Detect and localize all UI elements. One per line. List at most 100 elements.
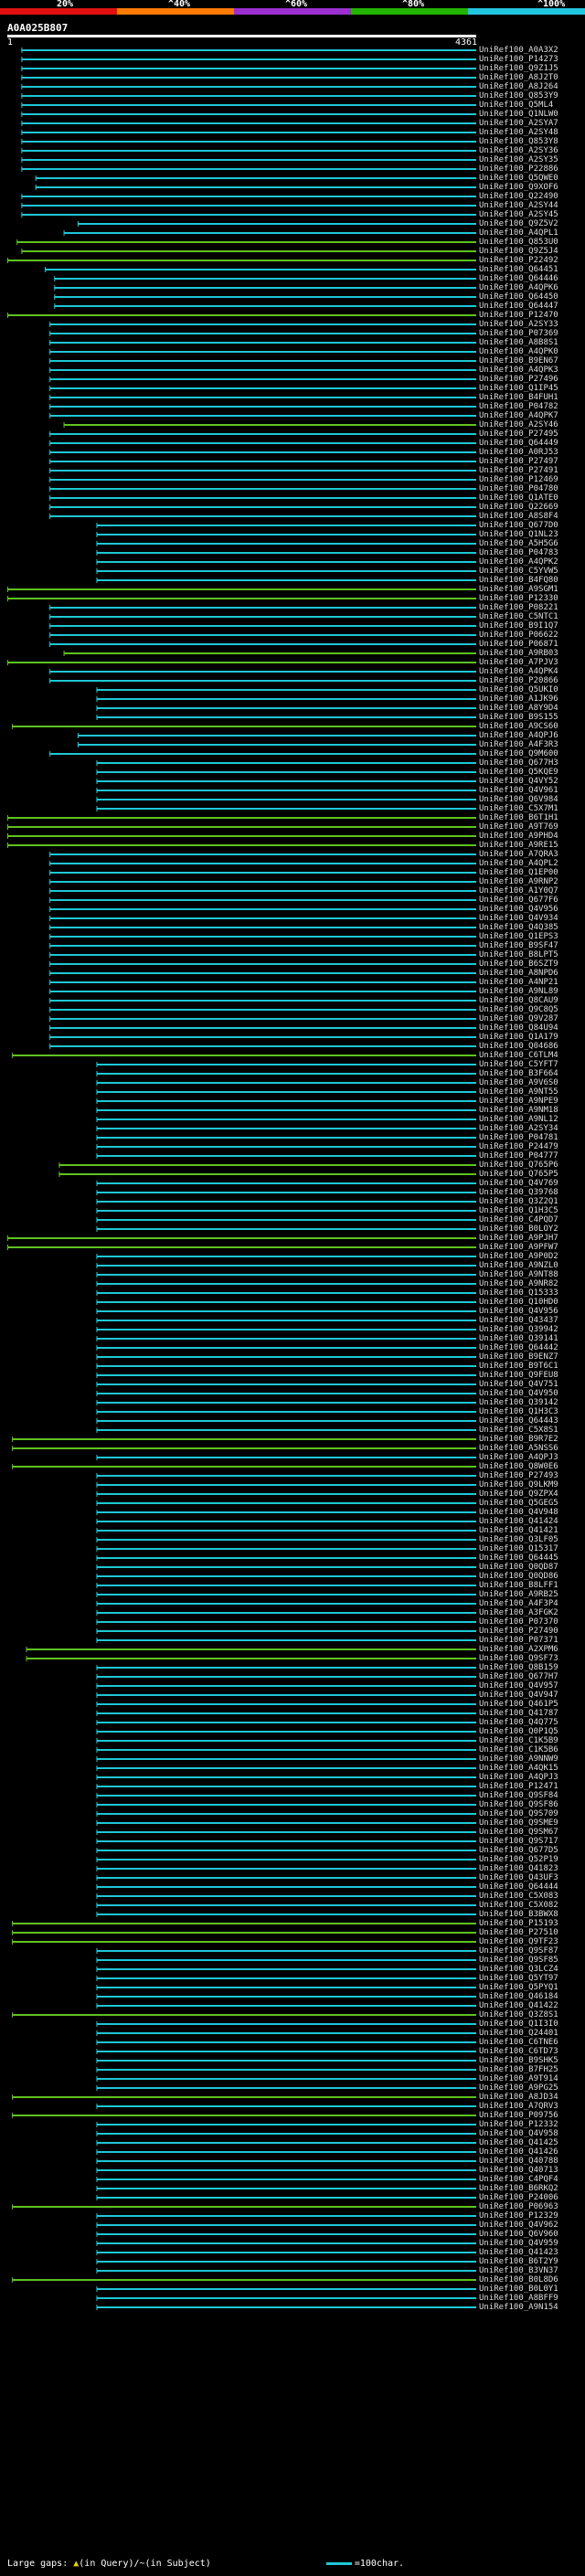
hit-id-link[interactable]: UniRef100_P04781	[479, 1133, 558, 1142]
hit-row[interactable]: UniRef100_P07371	[0, 1636, 585, 1645]
hit-row[interactable]: UniRef100_Q1H3C3	[0, 1407, 585, 1416]
hit-id-link[interactable]: UniRef100_Q41823	[479, 1864, 558, 1873]
hit-row[interactable]: UniRef100_P14273	[0, 55, 585, 64]
hit-row[interactable]: UniRef100_Q64445	[0, 1553, 585, 1563]
hit-id-link[interactable]: UniRef100_B8LFF1	[479, 1581, 558, 1590]
hit-id-link[interactable]: UniRef100_Q3Z8S1	[479, 2010, 558, 2019]
hit-id-link[interactable]: UniRef100_Q9SF84	[479, 1791, 558, 1800]
hit-id-link[interactable]: UniRef100_A0RJ53	[479, 448, 558, 457]
hit-row[interactable]: UniRef100_Q1A179	[0, 1033, 585, 1042]
hit-id-link[interactable]: UniRef100_A4F3P4	[479, 1599, 558, 1608]
hit-id-link[interactable]: UniRef100_Q64442	[479, 1343, 558, 1352]
hit-row[interactable]: UniRef100_Q40788	[0, 2157, 585, 2166]
hit-id-link[interactable]: UniRef100_A4QPJ3	[479, 1773, 558, 1782]
hit-row[interactable]: UniRef100_Q4Q385	[0, 923, 585, 932]
hit-row[interactable]: UniRef100_Q4Q775	[0, 1718, 585, 1727]
hit-id-link[interactable]: UniRef100_P12329	[479, 2211, 558, 2221]
hit-row[interactable]: UniRef100_Q3LCZ4	[0, 1965, 585, 1974]
hit-id-link[interactable]: UniRef100_A1Y0Q7	[479, 886, 558, 896]
hit-id-link[interactable]: UniRef100_Q9LKM9	[479, 1480, 558, 1489]
hit-row[interactable]: UniRef100_P09756	[0, 2111, 585, 2120]
hit-row[interactable]: UniRef100_Q0QD86	[0, 1572, 585, 1581]
hit-id-link[interactable]: UniRef100_Q6V984	[479, 795, 558, 804]
hit-row[interactable]: UniRef100_B9I1Q7	[0, 621, 585, 631]
hit-row[interactable]: UniRef100_A2SY36	[0, 146, 585, 155]
hit-row[interactable]: UniRef100_Q1H3C5	[0, 1206, 585, 1215]
hit-id-link[interactable]: UniRef100_C1K5B6	[479, 1745, 558, 1754]
hit-id-link[interactable]: UniRef100_P04783	[479, 548, 558, 557]
hit-id-link[interactable]: UniRef100_A2SY36	[479, 146, 558, 155]
hit-id-link[interactable]: UniRef100_B0L0Y1	[479, 2284, 558, 2294]
hit-row[interactable]: UniRef100_A8Y9D4	[0, 704, 585, 713]
hit-row[interactable]: UniRef100_P08221	[0, 603, 585, 612]
hit-row[interactable]: UniRef100_P12470	[0, 311, 585, 320]
hit-row[interactable]: UniRef100_P27497	[0, 457, 585, 466]
hit-row[interactable]: UniRef100_Q1EP00	[0, 868, 585, 877]
hit-row[interactable]: UniRef100_Q5ML4	[0, 101, 585, 110]
hit-row[interactable]: UniRef100_A8JD34	[0, 2093, 585, 2102]
hit-id-link[interactable]: UniRef100_A3FGK2	[479, 1608, 558, 1617]
hit-row[interactable]: UniRef100_A1Y0Q7	[0, 886, 585, 896]
hit-id-link[interactable]: UniRef100_A9NL12	[479, 1115, 558, 1124]
hit-id-link[interactable]: UniRef100_A9NM18	[479, 1106, 558, 1115]
hit-id-link[interactable]: UniRef100_Q1NL23	[479, 530, 558, 539]
hit-row[interactable]: UniRef100_P07369	[0, 329, 585, 338]
hit-id-link[interactable]: UniRef100_A9NT55	[479, 1087, 558, 1097]
hit-row[interactable]: UniRef100_A4F3R3	[0, 740, 585, 749]
hit-row[interactable]: UniRef100_C1K5B9	[0, 1736, 585, 1745]
hit-id-link[interactable]: UniRef100_Q1IP45	[479, 384, 558, 393]
hit-id-link[interactable]: UniRef100_Q0QD87	[479, 1563, 558, 1572]
hit-row[interactable]: UniRef100_P24479	[0, 1142, 585, 1151]
hit-id-link[interactable]: UniRef100_Q22490	[479, 192, 558, 201]
hit-id-link[interactable]: UniRef100_B3F664	[479, 1069, 558, 1078]
hit-row[interactable]: UniRef100_Q9SF84	[0, 1791, 585, 1800]
hit-id-link[interactable]: UniRef100_B9ENZ7	[479, 1352, 558, 1362]
hit-id-link[interactable]: UniRef100_A9RE15	[479, 841, 558, 850]
hit-id-link[interactable]: UniRef100_A4QPK7	[479, 411, 558, 420]
hit-row[interactable]: UniRef100_A7PJV3	[0, 658, 585, 667]
hit-row[interactable]: UniRef100_Q5UKI0	[0, 685, 585, 694]
hit-id-link[interactable]: UniRef100_Q4V751	[479, 1380, 558, 1389]
hit-row[interactable]: UniRef100_A9PJH7	[0, 1234, 585, 1243]
hit-row[interactable]: UniRef100_Q4V957	[0, 1681, 585, 1691]
hit-id-link[interactable]: UniRef100_Q41423	[479, 2248, 558, 2257]
hit-id-link[interactable]: UniRef100_P22886	[479, 164, 558, 174]
hit-id-link[interactable]: UniRef100_Q4V956	[479, 1307, 558, 1316]
hit-row[interactable]: UniRef100_B9SF47	[0, 941, 585, 950]
hit-row[interactable]: UniRef100_Q43437	[0, 1316, 585, 1325]
hit-id-link[interactable]: UniRef100_Q22669	[479, 503, 558, 512]
hit-row[interactable]: UniRef100_Q5GEG5	[0, 1499, 585, 1508]
hit-id-link[interactable]: UniRef100_Q39142	[479, 1398, 558, 1407]
hit-id-link[interactable]: UniRef100_P27490	[479, 1627, 558, 1636]
hit-id-link[interactable]: UniRef100_Q5GEG5	[479, 1499, 558, 1508]
hit-row[interactable]: UniRef100_A9NL89	[0, 987, 585, 996]
hit-id-link[interactable]: UniRef100_P08221	[479, 603, 558, 612]
hit-row[interactable]: UniRef100_B0L0Y1	[0, 2284, 585, 2294]
hit-id-link[interactable]: UniRef100_Q9Z5J4	[479, 247, 558, 256]
hit-row[interactable]: UniRef100_A9NT55	[0, 1087, 585, 1097]
hit-id-link[interactable]: UniRef100_B6SZT9	[479, 959, 558, 969]
hit-row[interactable]: UniRef100_A8S8F4	[0, 512, 585, 521]
hit-id-link[interactable]: UniRef100_Q64445	[479, 1553, 558, 1563]
hit-row[interactable]: UniRef100_Q39942	[0, 1325, 585, 1334]
hit-row[interactable]: UniRef100_C5X8S1	[0, 1426, 585, 1435]
hit-row[interactable]: UniRef100_A9P0D2	[0, 1252, 585, 1261]
hit-id-link[interactable]: UniRef100_Q9M600	[479, 749, 558, 758]
hit-id-link[interactable]: UniRef100_P27491	[479, 466, 558, 475]
hit-id-link[interactable]: UniRef100_A8JD34	[479, 2093, 558, 2102]
hit-id-link[interactable]: UniRef100_P14273	[479, 55, 558, 64]
hit-id-link[interactable]: UniRef100_P20866	[479, 676, 558, 685]
hit-id-link[interactable]: UniRef100_A9NL89	[479, 987, 558, 996]
hit-id-link[interactable]: UniRef100_Q1H3C5	[479, 1206, 558, 1215]
hit-id-link[interactable]: UniRef100_C5X082	[479, 1901, 558, 1910]
hit-id-link[interactable]: UniRef100_Q9V287	[479, 1014, 558, 1023]
hit-id-link[interactable]: UniRef100_Q52P19	[479, 1855, 558, 1864]
hit-row[interactable]: UniRef100_Q10HD0	[0, 1298, 585, 1307]
hit-id-link[interactable]: UniRef100_A9PG25	[479, 2083, 558, 2093]
hit-id-link[interactable]: UniRef100_Q677D5	[479, 1846, 558, 1855]
hit-id-link[interactable]: UniRef100_A4NP21	[479, 978, 558, 987]
hit-id-link[interactable]: UniRef100_B6T2Y9	[479, 2257, 558, 2266]
hit-row[interactable]: UniRef100_C5X083	[0, 1892, 585, 1901]
hit-row[interactable]: UniRef100_A9RB25	[0, 1590, 585, 1599]
hit-row[interactable]: UniRef100_Q9SM67	[0, 1828, 585, 1837]
